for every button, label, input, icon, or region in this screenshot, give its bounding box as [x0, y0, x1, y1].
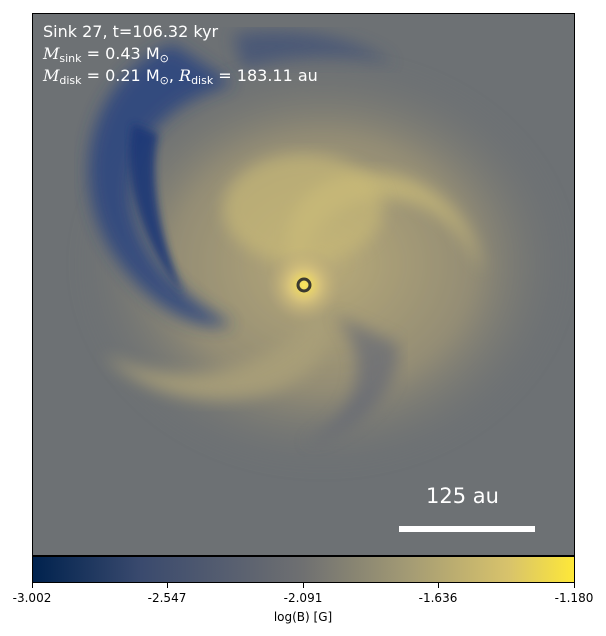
map-image	[33, 14, 574, 555]
colorbar-label: log(B) [G]	[273, 610, 333, 624]
colorbar-tick	[32, 583, 33, 588]
colorbar-tick-label: -1.180	[554, 591, 594, 605]
sink-mass: Msink = 0.43 M⊙	[43, 44, 169, 65]
colorbar	[32, 556, 575, 583]
disk-properties: Mdisk = 0.21 M⊙, Rdisk = 183.11 au	[43, 66, 318, 87]
colorbar-tick	[167, 583, 168, 588]
sink-marker	[296, 277, 312, 293]
scale-bar-label: 125 au	[426, 484, 499, 508]
colorbar-tick	[303, 583, 304, 588]
colorbar-tick-label: -1.636	[418, 591, 458, 605]
magnetic-field-map: Sink 27, t=106.32 kyr Msink = 0.43 M⊙ Md…	[32, 13, 575, 556]
colorbar-tick-label: -2.547	[147, 591, 187, 605]
colorbar-tick	[438, 583, 439, 588]
colorbar-tick-label: -3.002	[12, 591, 52, 605]
sink-title: Sink 27, t=106.32 kyr	[43, 22, 219, 41]
scale-bar	[399, 526, 535, 532]
colorbar-tick	[574, 583, 575, 588]
colorbar-tick-label: -2.091	[283, 591, 323, 605]
